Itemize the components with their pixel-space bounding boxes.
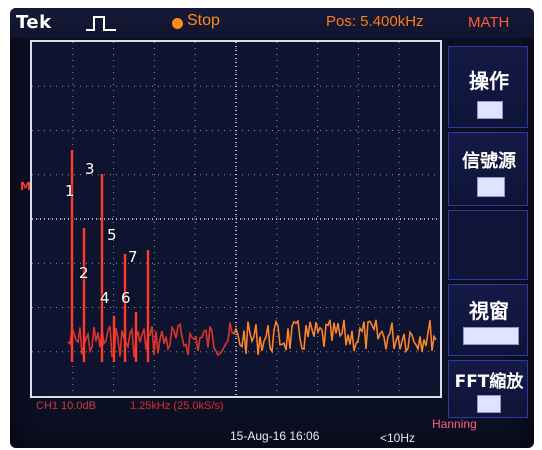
position-readout: Pos: 5.400kHz: [326, 13, 424, 30]
peak-label-5: 5: [107, 226, 117, 244]
graticule: [30, 40, 442, 398]
graticule-grid: [32, 42, 440, 396]
menu-operation-label: 操作: [469, 69, 509, 93]
peak-label-4: 4: [100, 289, 110, 307]
span-readout: 1.25kHz (25.0kS/s): [130, 400, 224, 412]
run-status-icon: [172, 18, 183, 29]
status-bar: Tek Stop Pos: 5.400kHz MATH: [10, 8, 534, 38]
menu-source-label: 信號源: [462, 151, 516, 172]
math-mode-label: MATH: [468, 14, 510, 31]
oscilloscope-display: Tek Stop Pos: 5.400kHz MATH M 1 2 3 4 5 …: [10, 8, 534, 448]
menu-window-button[interactable]: 視窗: [448, 284, 528, 356]
pulse-icon: [86, 16, 116, 31]
run-status-label[interactable]: Stop: [187, 12, 220, 29]
math-reference-marker[interactable]: M: [20, 180, 31, 193]
menu-operation-button[interactable]: 操作: [448, 46, 528, 128]
menu-operation-value: [477, 101, 503, 119]
menu-blank-button[interactable]: [448, 210, 528, 280]
menu-fft-zoom-value: [477, 395, 501, 413]
window-type-readout: Hanning: [432, 417, 477, 431]
menu-window-label: 視窗: [469, 299, 509, 323]
date-readout: 15-Aug-16 16:06: [230, 429, 320, 443]
peak-label-2: 2: [79, 264, 89, 282]
menu-fft-zoom-label: FFT縮放: [454, 372, 524, 392]
peak-label-1: 1: [65, 182, 75, 200]
menu-source-button[interactable]: 信號源: [448, 132, 528, 206]
menu-window-value: [463, 327, 519, 345]
peak-label-3: 3: [85, 160, 95, 178]
peak-label-7: 7: [128, 248, 138, 266]
spectrum-trace-hot: [233, 319, 437, 355]
frequency-readout: <10Hz: [380, 431, 416, 445]
peak-label-6: 6: [121, 289, 131, 307]
menu-fft-zoom-button[interactable]: FFT縮放: [448, 360, 528, 418]
brand-label: Tek: [16, 12, 52, 33]
channel-scale-readout: CH1 10.0dB: [36, 400, 96, 412]
menu-source-value: [477, 177, 505, 197]
